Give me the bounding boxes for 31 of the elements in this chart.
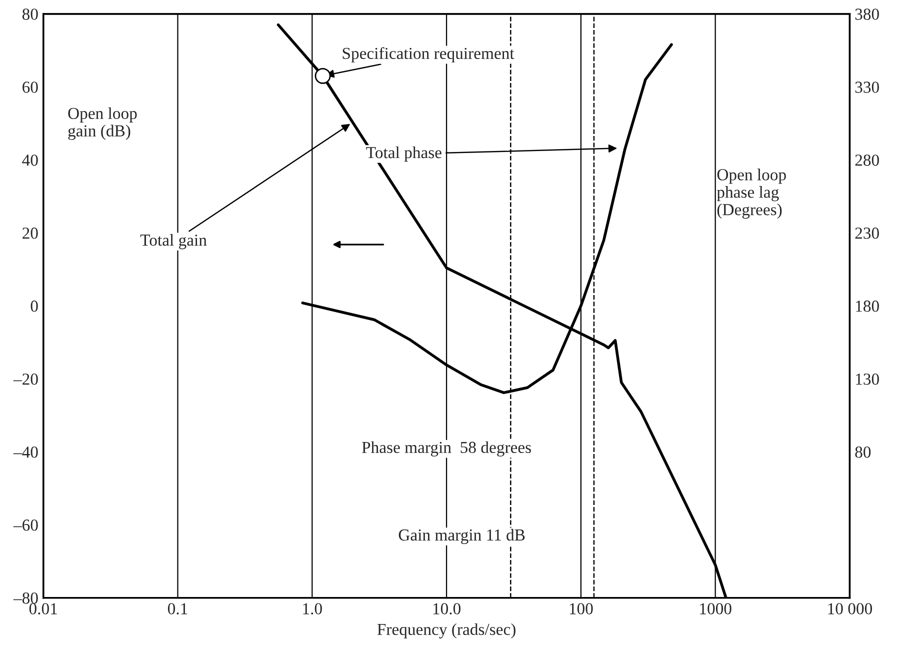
y2-tick-label: 330 bbox=[855, 82, 879, 93]
annotation: Total gain bbox=[140, 234, 207, 250]
y-tick-label: –80 bbox=[13, 592, 38, 604]
y2-tick-label: 180 bbox=[856, 300, 879, 312]
y-tick-label: –20 bbox=[13, 374, 38, 385]
y2-tick-label: 130 bbox=[856, 374, 879, 385]
y2-tick-label: 80 bbox=[855, 446, 871, 458]
y-tick-label: 0 bbox=[30, 300, 38, 312]
x-tick-label: 0.01 bbox=[29, 603, 57, 614]
y-tick-label: –40 bbox=[13, 446, 38, 458]
annotation: Specification requirement bbox=[342, 47, 514, 62]
y2-tick-label: 380 bbox=[855, 8, 879, 20]
x-axis-title: Frequency (rads/sec) bbox=[377, 623, 516, 638]
y-tick-label: 60 bbox=[22, 82, 38, 93]
annotation: Total phase bbox=[366, 146, 442, 162]
annotation: Phase margin 58 degrees bbox=[362, 441, 531, 456]
x-tick-label: 0.1 bbox=[168, 603, 188, 614]
y-tick-label: 80 bbox=[22, 8, 38, 20]
x-tick-label: 1.0 bbox=[303, 603, 322, 614]
x-tick-label: 10 000 bbox=[828, 603, 872, 614]
y-tick-label: 40 bbox=[22, 154, 38, 166]
y2-tick-label: 280 bbox=[855, 154, 879, 166]
annotation: Gain margin 11 dB bbox=[398, 528, 525, 544]
x-tick-label: 10.0 bbox=[433, 603, 460, 614]
x-tick-label: 1000 bbox=[700, 603, 732, 614]
y-tick-label: 20 bbox=[22, 228, 38, 239]
y2-tick-label: 230 bbox=[855, 228, 879, 239]
y-axis-title: Open loop gain (dB) bbox=[68, 107, 137, 140]
x-tick-label: 100 bbox=[570, 603, 593, 614]
y2-axis-title: Open loop phase lag (Degrees) bbox=[716, 168, 786, 219]
y-tick-label: –60 bbox=[13, 520, 38, 531]
